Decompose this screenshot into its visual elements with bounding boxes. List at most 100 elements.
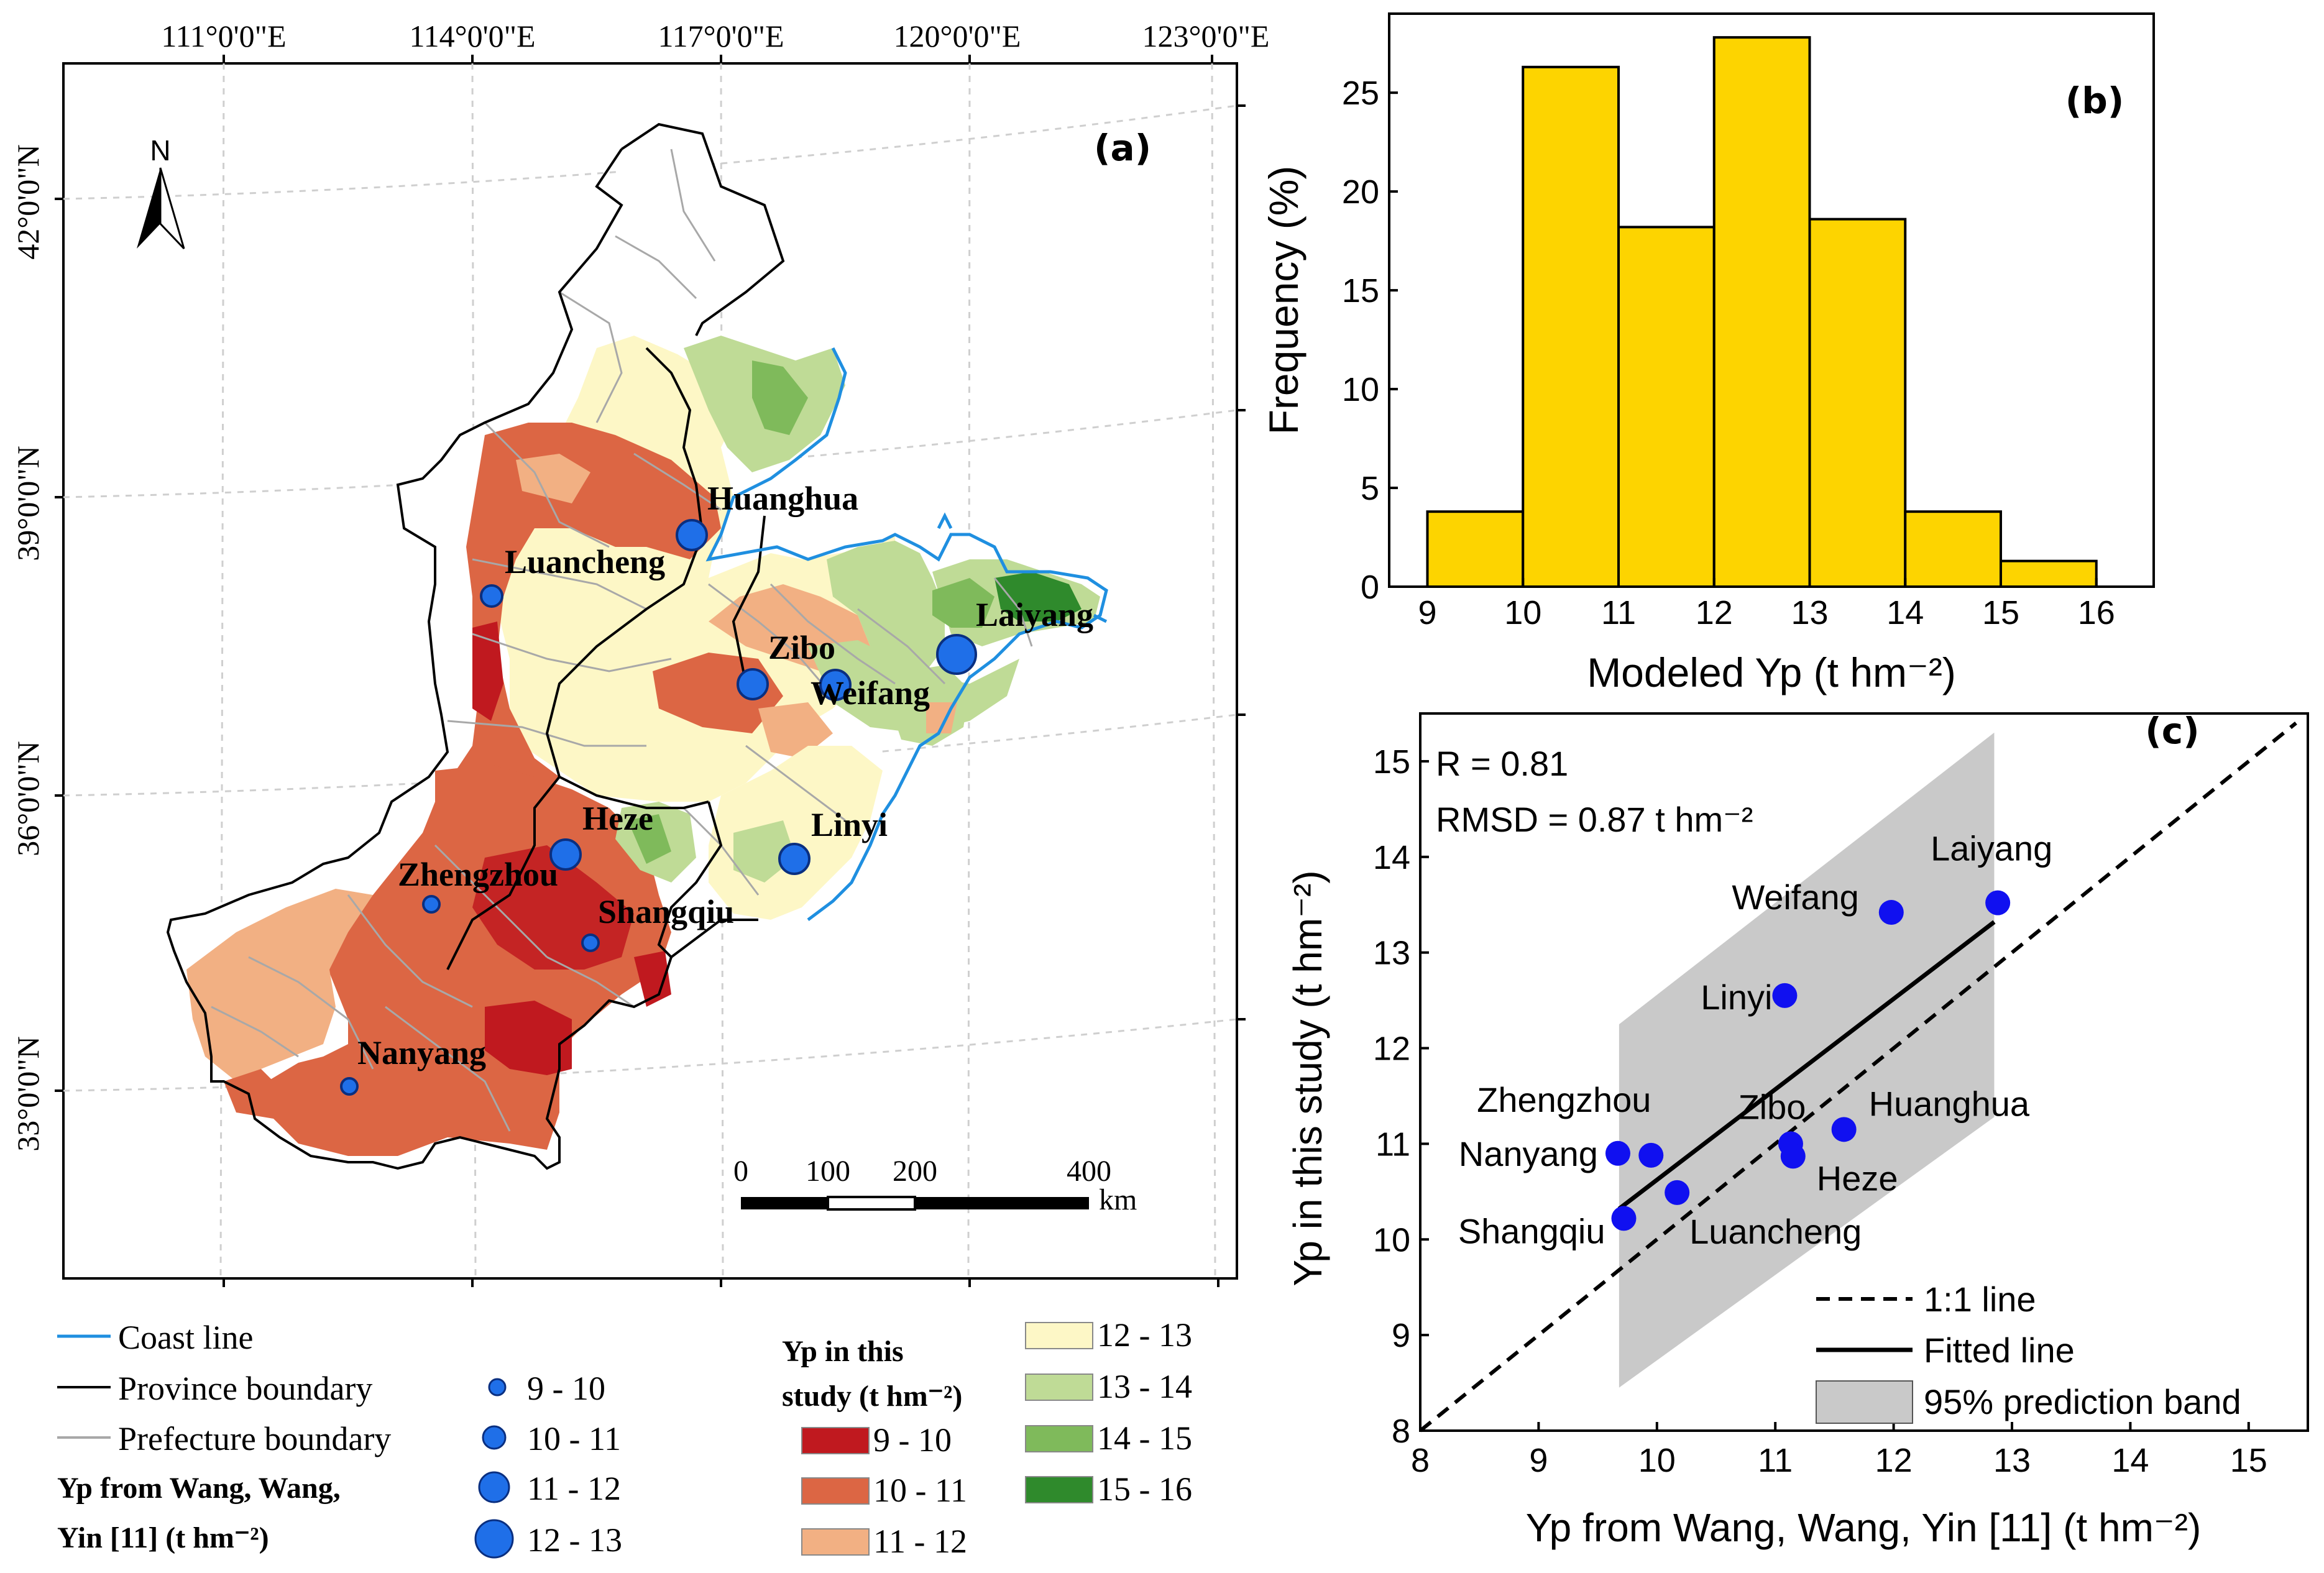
- city-label-luancheng: Luancheng: [505, 543, 665, 580]
- zone-14-15-heze: [628, 814, 671, 864]
- scatter-label-nanyang: Nanyang: [1459, 1134, 1598, 1173]
- city-dot-laiyang: [936, 634, 977, 675]
- scale-bar: 0 100 200 400 km: [733, 1155, 1137, 1216]
- city-dot-luancheng: [480, 584, 503, 608]
- zone-14-15-tangshan: [752, 360, 808, 435]
- legend-fill-swatch-15-16: [1025, 1476, 1093, 1503]
- legend-dot-label-12-13: 12 - 13: [527, 1521, 622, 1559]
- city-dot-heze: [549, 838, 582, 871]
- city-dot-nanyang: [340, 1077, 359, 1096]
- city-label-laiyang: Laiyang: [976, 596, 1093, 633]
- histogram-x-tick-label: 10: [1504, 594, 1541, 631]
- zone-9-10-nanyang: [485, 1001, 572, 1075]
- histogram-x-tick-label: 13: [1791, 594, 1828, 631]
- scatter-y-tick-label: 10: [1373, 1221, 1410, 1259]
- zone-14-15-jiaodong-w: [932, 578, 994, 628]
- lon-label-120: 120°0'0"E: [894, 19, 1021, 53]
- scatter-y-tick-label: 15: [1373, 743, 1410, 781]
- legend-fill-swatch-11-12: [801, 1528, 870, 1556]
- scatter-label-zibo: Zibo: [1738, 1087, 1806, 1126]
- scatter-point-huanghua: [1831, 1117, 1857, 1142]
- prediction-band: [1619, 732, 1995, 1388]
- scale-tick-100: 100: [806, 1155, 850, 1188]
- histogram-bar-9-10: [1426, 510, 1525, 589]
- scale-unit: km: [1099, 1183, 1137, 1216]
- legend-fill-label-10-11: 10 - 11: [873, 1472, 967, 1509]
- legend-dot-label-9-10: 9 - 10: [527, 1370, 605, 1407]
- zone-9-10-southeast: [634, 951, 671, 1007]
- histogram-bars: [1426, 36, 2098, 589]
- scale-tick-400: 400: [1067, 1155, 1111, 1188]
- scatter-y-tick-label: 8: [1392, 1413, 1410, 1450]
- scatter-points: [1605, 890, 2011, 1231]
- city-label-linyi: Linyi: [811, 806, 888, 843]
- scatter-x-ticks: 8 9 10 11 12 13 14 15: [1411, 1422, 2267, 1479]
- scatter-lines: [1419, 722, 2297, 1433]
- histogram-x-tick-label: 15: [1982, 594, 2019, 631]
- scatter-label-linyi: Linyi: [1701, 978, 1772, 1017]
- scatter-x-tick-label: 12: [1875, 1442, 1913, 1479]
- scatter-x-tick-label: 15: [2230, 1442, 2267, 1479]
- scatter-label-shangqiu: Shangqiu: [1458, 1211, 1605, 1250]
- scatter-y-tick-label: 13: [1373, 935, 1410, 972]
- north-arrow-right-icon: [159, 167, 185, 250]
- city-label-weifang: Weifang: [811, 674, 930, 712]
- scatter-label-heze: Heze: [1817, 1158, 1898, 1198]
- city-label-nanyang: Nanyang: [357, 1034, 486, 1071]
- scatter-label-laiyang: Laiyang: [1931, 829, 2052, 868]
- city-dot-shangqiu: [581, 933, 600, 952]
- one-to-one-line: [1419, 722, 2297, 1433]
- legend-fill-swatch-14-15: [1025, 1425, 1093, 1452]
- histogram-x-tick-label: 14: [1886, 594, 1924, 631]
- city-dot-linyi: [778, 843, 811, 875]
- city-label-zibo: Zibo: [768, 629, 835, 666]
- legend-coast-label: Coast line: [118, 1319, 253, 1356]
- legend-dot-11-12: [478, 1471, 510, 1503]
- histogram-y-tick-label: 25: [1342, 75, 1379, 112]
- legend-fitted-label: Fitted line: [1924, 1331, 2075, 1370]
- scale-segment-3: [915, 1197, 1089, 1209]
- north-arrow: N: [137, 134, 185, 250]
- zone-9-10-luancheng: [472, 621, 503, 721]
- legend-fill-label-9-10: 9 - 10: [873, 1421, 952, 1459]
- scatter-point-nanyang: [1605, 1140, 1630, 1166]
- scatter-point-labels: Laiyang Weifang Linyi Huanghua Zibo Heze Zheng…: [1458, 829, 2052, 1251]
- scatter-label-zhengzhou: Zhengzhou: [1477, 1080, 1651, 1119]
- city-dot-zibo: [737, 668, 769, 700]
- zone-15-16-laiyang: [994, 572, 1082, 621]
- lon-label-111: 111°0'0"E: [161, 19, 286, 53]
- scatter-y-label: Yp in this study (t hm⁻²): [1285, 870, 1330, 1286]
- province-boundaries: [166, 122, 785, 1170]
- lon-label-114: 114°0'0"E: [409, 19, 535, 53]
- scatter-label-luancheng: Luancheng: [1689, 1212, 1862, 1251]
- scatter-x-tick-label: 8: [1411, 1442, 1430, 1479]
- coast-line: [705, 347, 1108, 921]
- scatter-x-tick-label: 13: [1993, 1442, 2031, 1479]
- stats-r: R = 0.81: [1436, 744, 1568, 783]
- legend-fill-swatch-10-11: [801, 1477, 870, 1505]
- city-dot-huanghua: [676, 519, 708, 551]
- scatter-legend: 1:1 line Fitted line 95% prediction band: [1816, 1280, 2241, 1424]
- legend-fill-title-1: Yp in this: [782, 1335, 904, 1368]
- lat-label-33: 33°0'0"N: [11, 1036, 45, 1152]
- legend-fill-label-15-16: 15 - 16: [1097, 1470, 1192, 1508]
- legend-fill-title-2: study (t hm⁻²): [782, 1380, 962, 1413]
- zone-13-14-shandong-n: [827, 541, 945, 690]
- legend-fill-label-11-12: 11 - 12: [873, 1523, 967, 1560]
- legend-prefecture-label: Prefecture boundary: [118, 1420, 391, 1457]
- legend-dots-title-2: Yin [11] (t hm⁻²): [57, 1521, 269, 1554]
- histogram-x-tick-label: 12: [1696, 594, 1733, 631]
- histogram-y-tick-label: 10: [1342, 371, 1379, 408]
- city-labels: Huanghua Luancheng Zibo Weifang Laiyang …: [357, 480, 1093, 1071]
- prediction-band-area: [1619, 732, 1995, 1388]
- legend-band-label: 95% prediction band: [1924, 1382, 2241, 1421]
- histogram-x-label: Modeled Yp (t hm⁻²): [1587, 649, 1956, 695]
- scatter-point-zhengzhou: [1638, 1142, 1664, 1168]
- scatter-point-heze: [1780, 1144, 1806, 1169]
- scatter-label-weifang: Weifang: [1732, 878, 1858, 917]
- legend-dot-12-13: [474, 1519, 514, 1559]
- legend-fill-swatch-13-14: [1025, 1374, 1093, 1401]
- histogram-bar-13-14: [1808, 218, 1907, 589]
- histogram-y-tick-label: 5: [1361, 470, 1379, 507]
- map-legend: Coast line Province boundary Prefecture …: [57, 1316, 1192, 1560]
